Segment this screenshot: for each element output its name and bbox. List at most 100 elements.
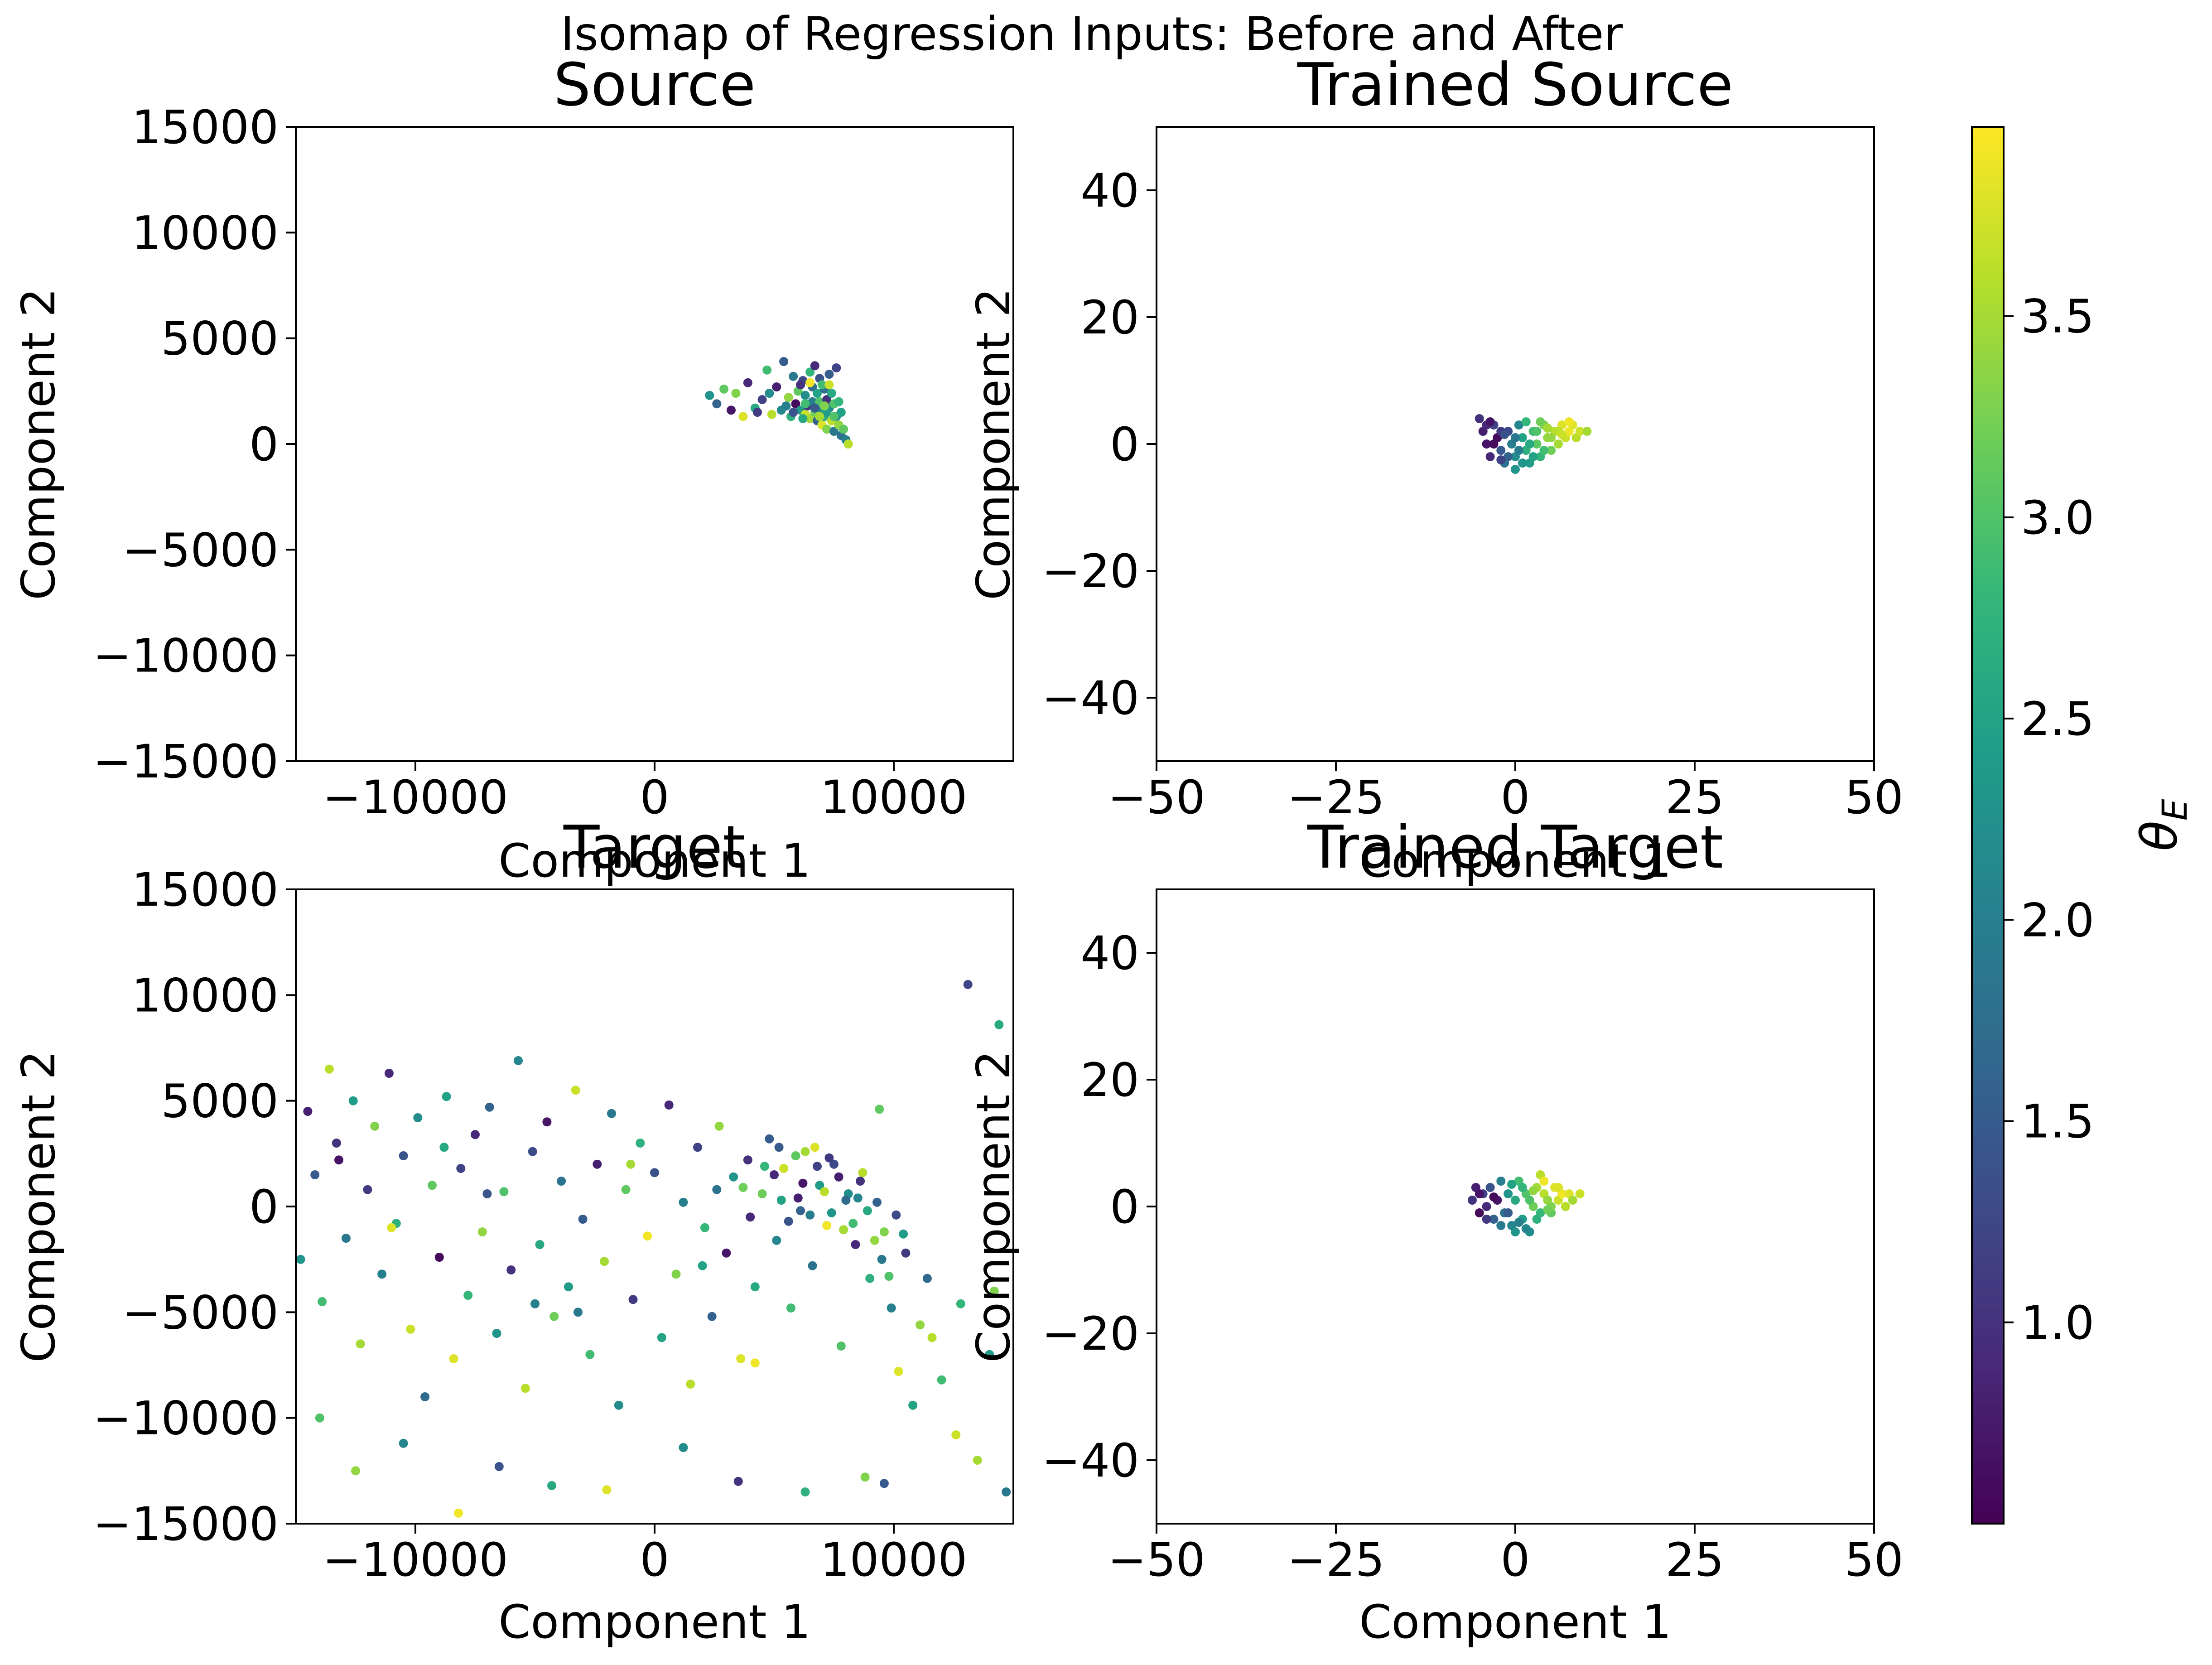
scatter-point (547, 1481, 556, 1490)
scatter-point (1514, 446, 1523, 455)
scatter-point (963, 980, 973, 989)
colorbar-tick-label: 1.0 (2021, 1296, 2094, 1350)
scatter-point (549, 1312, 559, 1321)
scatter-point (520, 1384, 530, 1393)
y-tick-label: 20 (1080, 1053, 1139, 1107)
scatter-point (1518, 433, 1527, 442)
y-tick-label: 15000 (132, 863, 279, 917)
y-tick-label: 40 (1080, 927, 1139, 980)
scatter-point (810, 361, 819, 371)
y-tick-label: 40 (1080, 164, 1139, 218)
scatter-point (827, 1208, 836, 1217)
scatter-point (614, 1400, 623, 1410)
scatter-point (800, 1147, 810, 1156)
scatter-point (916, 1320, 925, 1330)
scatter-point (1518, 458, 1527, 468)
scatter-point (894, 1367, 903, 1376)
scatter-point (810, 1143, 819, 1152)
scatter-point (607, 1109, 616, 1118)
scatter-point (571, 1086, 580, 1095)
scatter-point (836, 1342, 846, 1351)
scatter-point (798, 1178, 808, 1188)
scatter-point (822, 425, 832, 434)
scatter-point (1475, 414, 1484, 423)
y-axis-label: Component 2 (12, 288, 66, 600)
scatter-point (827, 389, 836, 398)
scatter-point (1482, 1215, 1491, 1224)
scatter-point (698, 1261, 707, 1270)
scatter-point (439, 1143, 449, 1152)
scatter-point (310, 1170, 320, 1179)
scatter-point (1561, 1202, 1570, 1211)
scatter-point (341, 1234, 351, 1243)
scatter-point (772, 382, 781, 391)
scatter-point (817, 380, 827, 390)
ticks-layer: −50 −25 0 25 50 −40 −20 0 20 40 (1042, 164, 1904, 825)
scatter-point (657, 1333, 666, 1342)
scatter-point (762, 365, 772, 375)
scatter-point (1521, 417, 1531, 426)
y-tick-label: 0 (1110, 1180, 1139, 1234)
scatter-point (1575, 1189, 1585, 1198)
scatter-point (1511, 465, 1520, 474)
scatter-point (786, 1303, 795, 1313)
x-tick-label: 50 (1845, 771, 1904, 825)
scatter-point (348, 1096, 358, 1105)
y-tick-label: −5000 (122, 523, 279, 577)
scatter-point (626, 1159, 636, 1169)
x-tick-label: −10000 (323, 771, 508, 825)
colorbar-tick-label: 2.5 (2021, 692, 2094, 746)
scatter-point (332, 1139, 341, 1148)
scatter-point (824, 1153, 834, 1163)
scatter-point (1521, 1224, 1531, 1233)
scatter-point (937, 1375, 946, 1385)
y-tick-label: −20 (1042, 545, 1139, 598)
scatter-point (1528, 452, 1538, 461)
x-tick-label: 25 (1665, 1533, 1724, 1587)
scatter-point (506, 1265, 516, 1274)
scatter-point (1547, 433, 1556, 442)
scatter-point (494, 1462, 504, 1471)
scatter-point (712, 1185, 722, 1194)
y-tick-label: 0 (249, 1180, 279, 1234)
scatter-point (901, 1248, 911, 1258)
scatter-point (767, 410, 776, 419)
scatter-point (887, 1303, 896, 1313)
scatter-point (664, 1100, 674, 1110)
scatter-point (731, 389, 741, 398)
x-tick-label: −25 (1287, 1533, 1384, 1587)
y-axis-label: Component 2 (967, 1050, 1021, 1363)
scatter-point (738, 412, 748, 421)
scatter-point (356, 1339, 365, 1349)
ticks-layer: −10000 0 10000 −15000 −10000 −5000 0 5000 10000 1… (93, 863, 967, 1587)
y-tick-label: −40 (1042, 1434, 1139, 1488)
scatter-point (1575, 427, 1585, 436)
scatter-point (573, 1308, 583, 1317)
scatter-point (743, 1155, 752, 1165)
scatter-point (442, 1092, 451, 1101)
colorbar-tick-label: 1.5 (2021, 1095, 2094, 1149)
colorbar-tick-label: 2.0 (2021, 893, 2094, 947)
y-tick-label: −10000 (93, 629, 279, 683)
scatter-point (1514, 1218, 1523, 1227)
subplot-source: Source −10000 0 10000 −15000 −10000 −5000 0 500… (12, 50, 1014, 888)
scatter-point (593, 1159, 602, 1169)
scatter-point (813, 1162, 822, 1171)
scatter-point (1528, 1186, 1538, 1195)
scatter-point (860, 1472, 870, 1482)
scatter-point (530, 1299, 540, 1308)
scatter-point (454, 1508, 463, 1518)
scatter-point (1543, 424, 1552, 433)
subplot-title: Trained Target (1307, 813, 1723, 882)
subplot-target: Target −10000 0 10000 −15000 −10000 −5000 0 500… (12, 813, 1014, 1649)
x-tick-label: −50 (1108, 771, 1205, 825)
x-axis-label: Component 1 (498, 834, 811, 888)
scatter-point (765, 389, 774, 398)
scatter-point (879, 1479, 889, 1488)
y-tick-label: −20 (1042, 1307, 1139, 1361)
scatter-point (1489, 439, 1499, 449)
scatter-point (643, 1231, 652, 1241)
scatter-point (829, 1159, 839, 1169)
scatter-point (736, 1354, 746, 1363)
scatter-point (927, 1333, 937, 1342)
